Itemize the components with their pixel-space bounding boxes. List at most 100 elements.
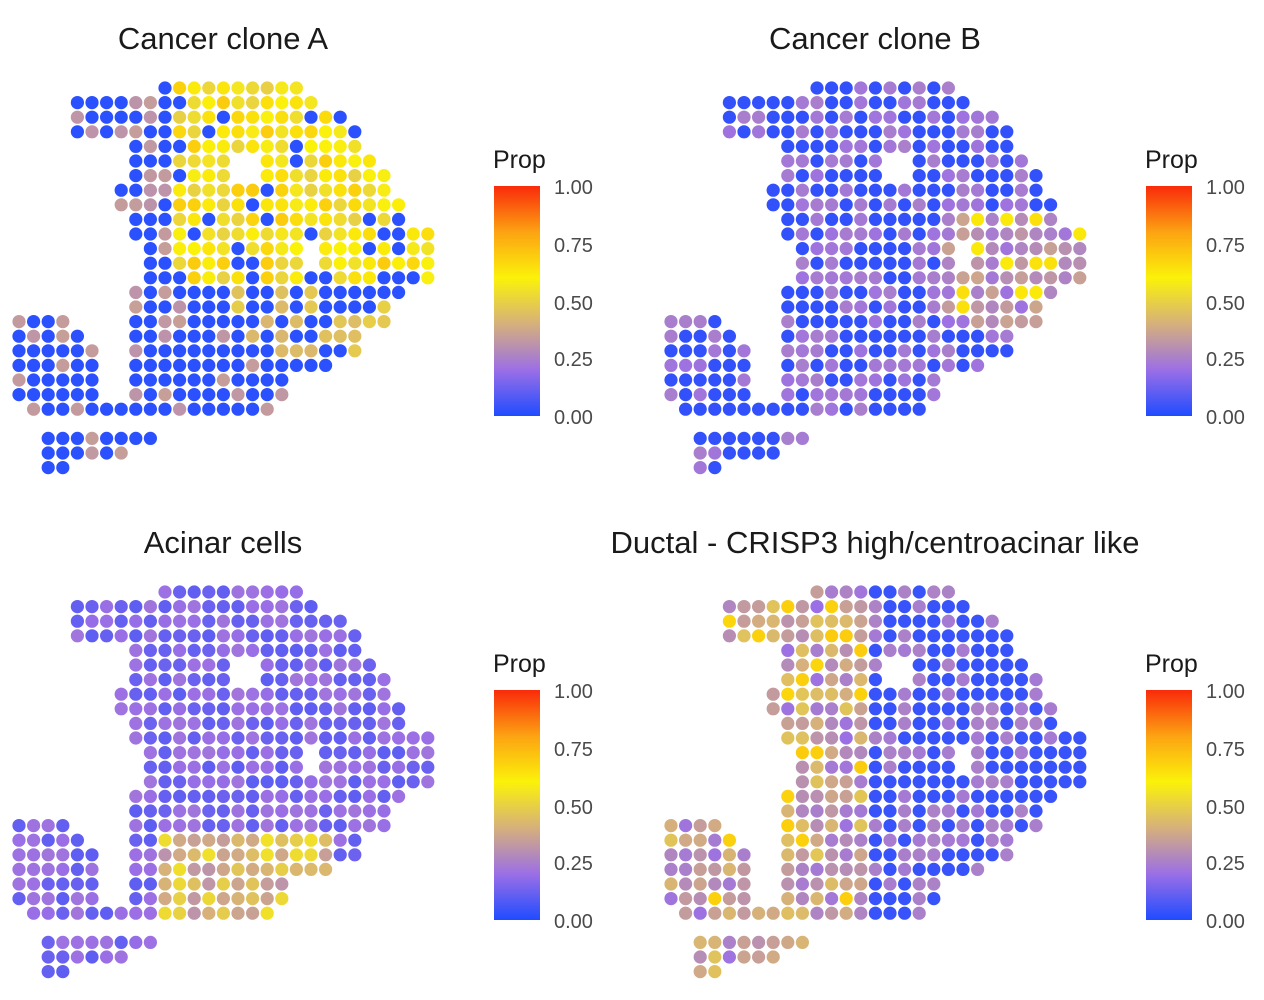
- spot: [766, 614, 780, 628]
- spot: [260, 906, 274, 920]
- spot: [216, 198, 230, 212]
- spot: [129, 862, 143, 876]
- spot: [187, 198, 201, 212]
- spot: [1000, 702, 1014, 716]
- spot: [362, 212, 376, 226]
- spot: [260, 716, 274, 730]
- spot: [781, 198, 795, 212]
- spot: [795, 687, 809, 701]
- spot: [1029, 271, 1043, 285]
- spot: [839, 271, 853, 285]
- spot: [781, 848, 795, 862]
- spot: [868, 746, 882, 760]
- legend-tick: 0.75: [1206, 739, 1245, 761]
- spot: [1014, 183, 1028, 197]
- spot: [333, 139, 347, 153]
- spot: [985, 271, 999, 285]
- spot: [216, 731, 230, 745]
- spot: [708, 965, 722, 979]
- spot: [289, 285, 303, 299]
- spot: [1058, 775, 1072, 789]
- spot: [795, 819, 809, 833]
- spot: [898, 760, 912, 774]
- spot: [333, 110, 347, 124]
- spot: [187, 673, 201, 687]
- spot: [158, 154, 172, 168]
- panel-title: Acinar cells: [144, 525, 303, 560]
- spot: [781, 658, 795, 672]
- spot: [898, 833, 912, 847]
- spot: [839, 643, 853, 657]
- spot: [246, 643, 260, 657]
- spot: [810, 760, 824, 774]
- spot: [348, 702, 362, 716]
- spot: [868, 358, 882, 372]
- spot: [173, 833, 187, 847]
- spot: [70, 329, 84, 343]
- spot: [868, 110, 882, 124]
- spot: [216, 906, 230, 920]
- spot: [868, 183, 882, 197]
- spot: [839, 760, 853, 774]
- spot: [216, 242, 230, 256]
- legend-tick: 0.25: [1206, 853, 1245, 875]
- spot: [854, 183, 868, 197]
- spot: [377, 819, 391, 833]
- spot: [289, 804, 303, 818]
- spot: [216, 125, 230, 139]
- spot: [26, 373, 41, 387]
- spot: [187, 315, 201, 329]
- spot: [319, 731, 333, 745]
- spot: [143, 702, 157, 716]
- spot: [1014, 746, 1028, 760]
- spot: [737, 892, 751, 906]
- spot: [854, 169, 868, 183]
- spot: [202, 643, 216, 657]
- spot: [70, 110, 84, 124]
- spot: [1044, 227, 1058, 241]
- spot: [143, 388, 157, 402]
- panel-ductal-crisp3: Ductal - CRISP3 high/centroacinar like P…: [611, 525, 1245, 979]
- spot: [1044, 731, 1058, 745]
- spot: [26, 819, 41, 833]
- spot: [304, 125, 318, 139]
- spot: [795, 198, 809, 212]
- spot: [289, 96, 303, 110]
- spot: [216, 110, 230, 124]
- spot: [304, 96, 318, 110]
- spot: [941, 329, 955, 343]
- spot: [129, 819, 143, 833]
- spot: [927, 848, 941, 862]
- spot: [275, 344, 289, 358]
- spot: [216, 154, 230, 168]
- spot: [752, 431, 766, 445]
- spot: [246, 848, 260, 862]
- spot: [722, 373, 736, 387]
- spot: [985, 154, 999, 168]
- spot: [406, 271, 420, 285]
- spot: [41, 358, 55, 372]
- spot: [187, 702, 201, 716]
- spot: [883, 402, 897, 416]
- spot: [26, 862, 41, 876]
- spot: [898, 373, 912, 387]
- spot: [868, 819, 882, 833]
- spot: [319, 315, 333, 329]
- spot: [56, 950, 70, 964]
- spot: [898, 702, 912, 716]
- spot: [825, 658, 839, 672]
- spot: [85, 906, 99, 920]
- spot: [839, 344, 853, 358]
- legend-tick: 0.75: [1206, 235, 1245, 257]
- spot: [854, 833, 868, 847]
- spot: [708, 935, 722, 949]
- spot: [1000, 125, 1014, 139]
- spot: [825, 746, 839, 760]
- spot: [202, 789, 216, 803]
- spot: [173, 300, 187, 314]
- spot: [202, 658, 216, 672]
- spot: [868, 614, 882, 628]
- spot-map: [664, 585, 1087, 979]
- spot: [679, 848, 693, 862]
- spot: [1000, 848, 1014, 862]
